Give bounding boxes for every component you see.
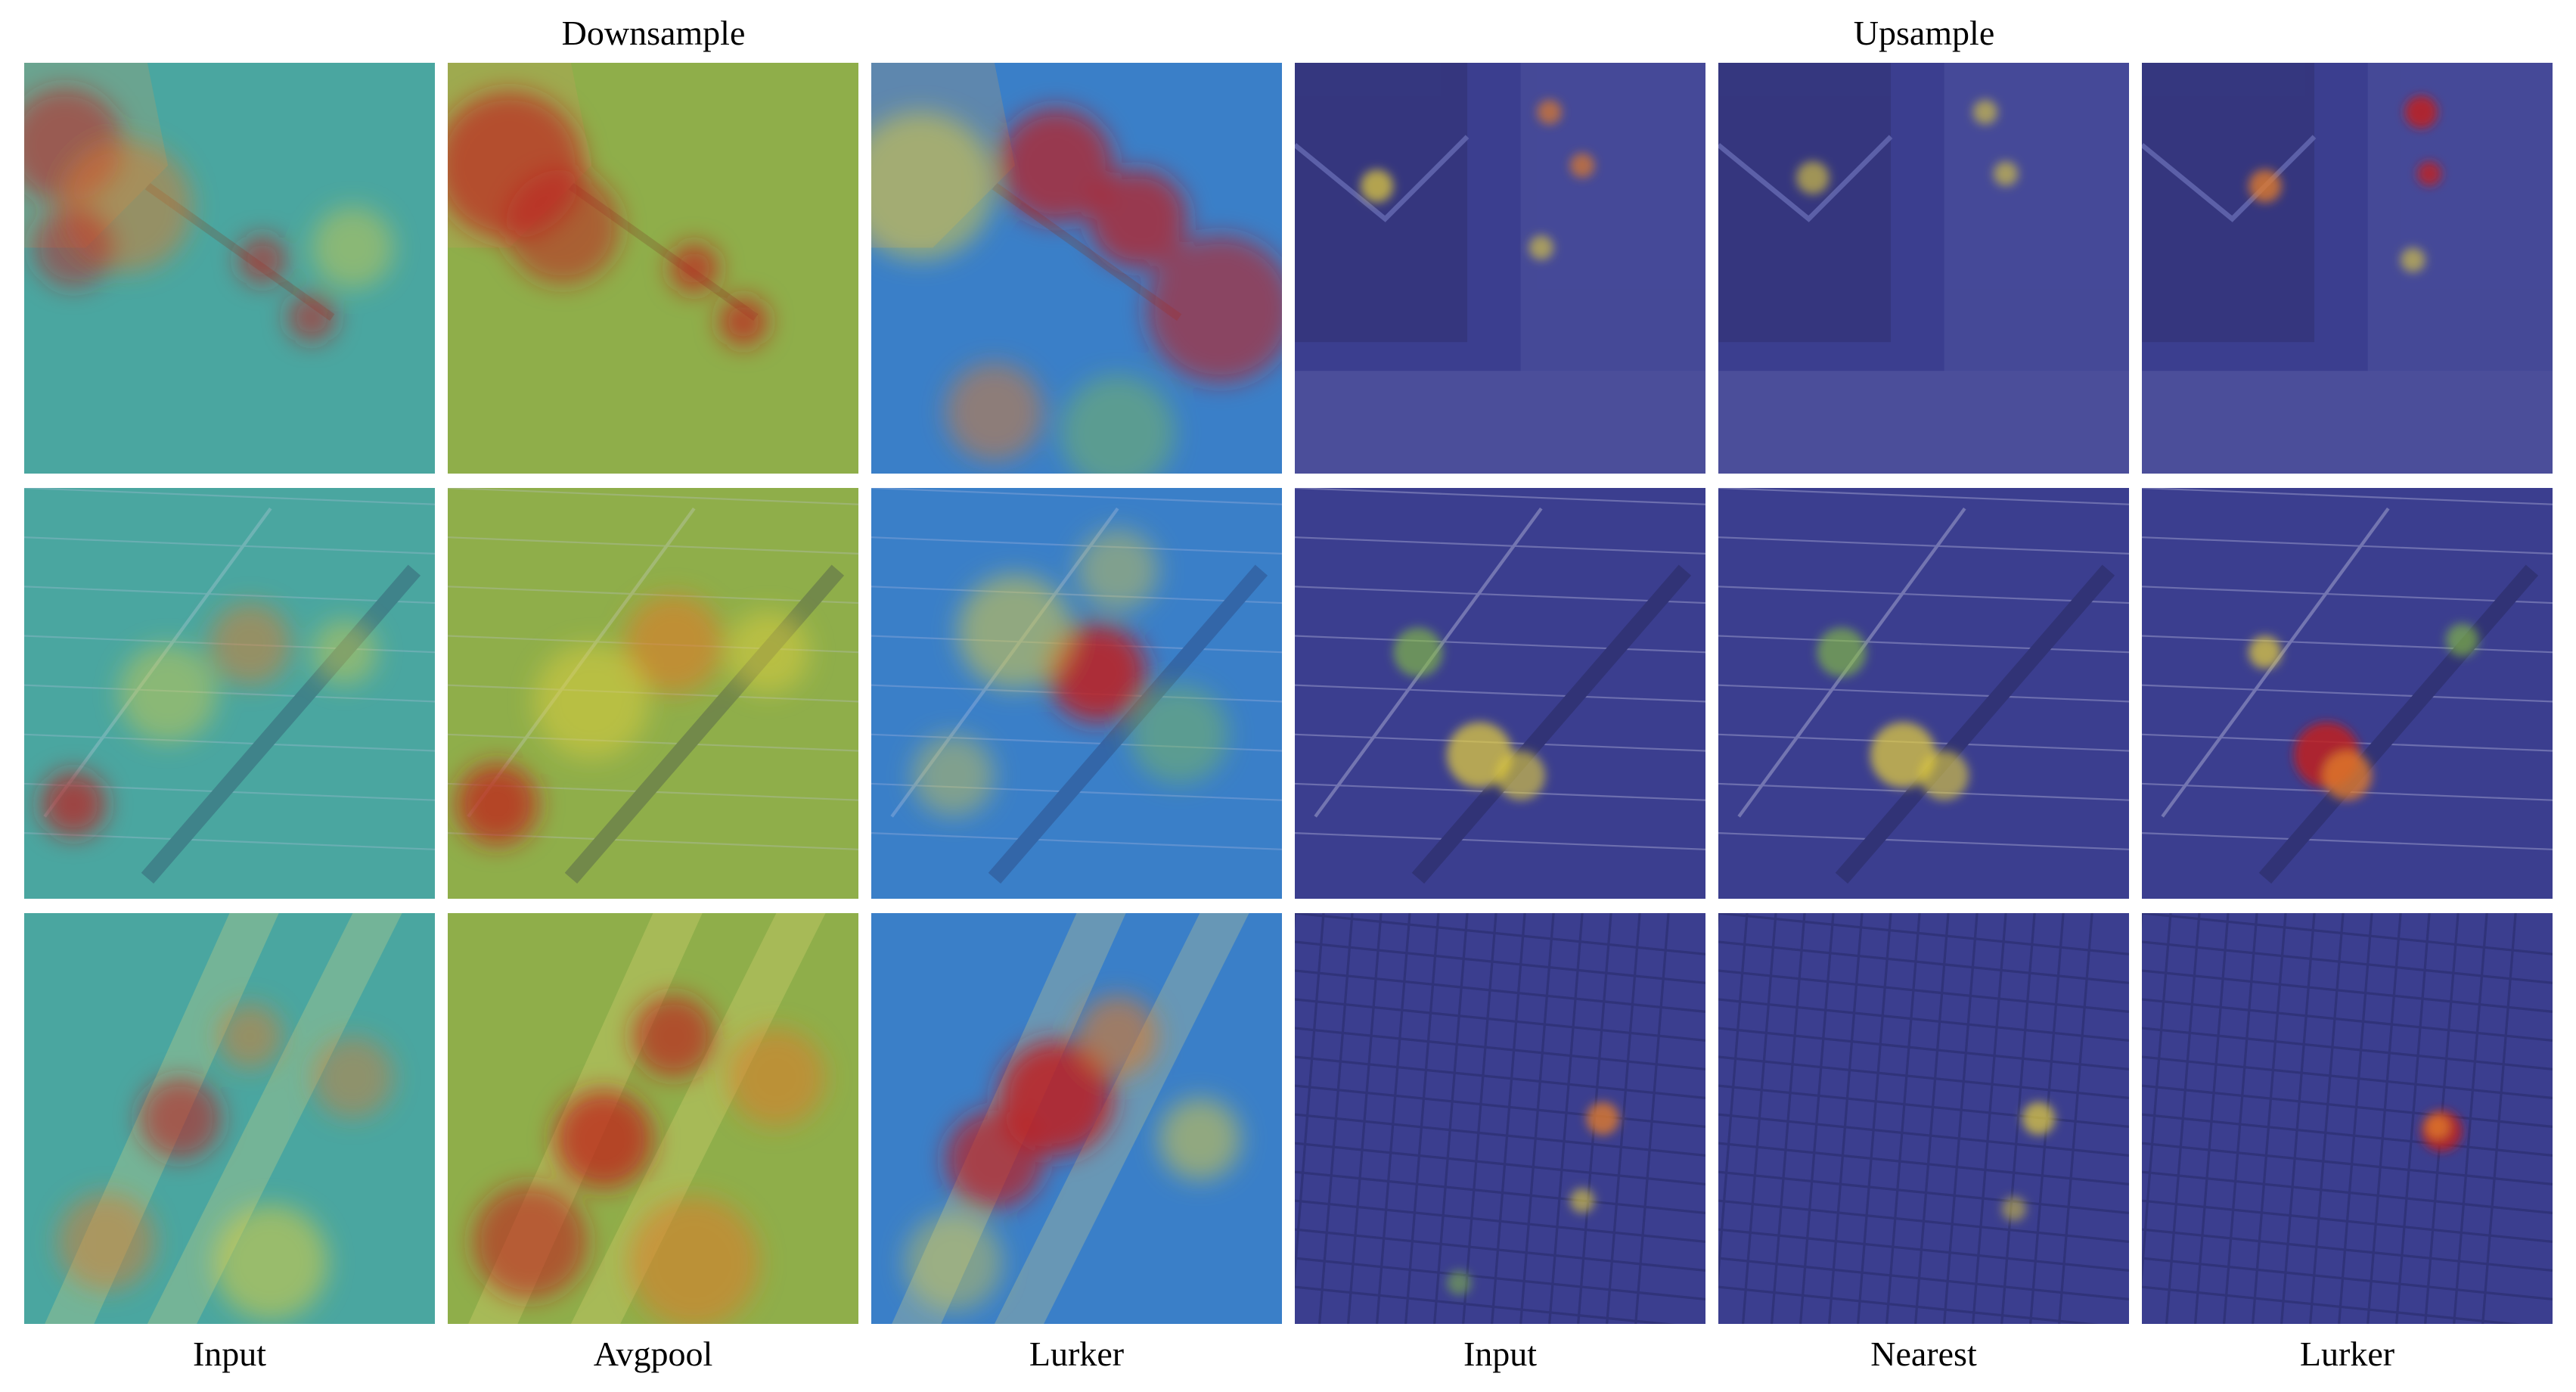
column-label-nearest: Nearest: [1870, 1335, 1977, 1373]
heatmap-tile-row2-input-upsample: [1295, 488, 1705, 899]
heatmap-tile-row3-lurker-downsample: [871, 913, 1282, 1324]
heatmap-tile-row1-input-downsample: [24, 63, 435, 474]
column-label-lurker-downsample: Lurker: [1029, 1335, 1125, 1373]
heatmap-tile-row1-avgpool: [448, 63, 858, 474]
heatmap-tile-row2-nearest: [1718, 488, 2129, 899]
heatmap-tile-row1-nearest: [1718, 63, 2129, 474]
heatmap-tile-row3-nearest: [1718, 913, 2129, 1324]
group-title-upsample: Upsample: [1853, 14, 1995, 52]
heatmap-tile-row2-lurker-downsample: [871, 488, 1282, 899]
heatmap-tile-row3-avgpool: [448, 913, 858, 1324]
heatmap-tile-row1-lurker-upsample: [2142, 63, 2553, 474]
heatmap-tile-row3-input-downsample: [24, 913, 435, 1324]
heatmap-tile-row3-lurker-upsample: [2142, 913, 2553, 1324]
heatmap-tile-row1-lurker-downsample: [871, 63, 1282, 474]
heatmap-tile-row2-input-downsample: [24, 488, 435, 899]
heatmap-tile-row3-input-upsample: [1295, 913, 1705, 1324]
group-title-downsample: Downsample: [561, 14, 746, 52]
heatmap-tile-row1-input-upsample: [1295, 63, 1705, 474]
column-label-input-upsample: Input: [1463, 1335, 1538, 1373]
heatmap-tile-row2-lurker-upsample: [2142, 488, 2553, 899]
column-label-lurker-upsample: Lurker: [2299, 1335, 2395, 1373]
column-label-input-downsample: Input: [192, 1335, 267, 1373]
heatmap-tile-row2-avgpool: [448, 488, 858, 899]
column-label-avgpool: Avgpool: [593, 1335, 713, 1373]
